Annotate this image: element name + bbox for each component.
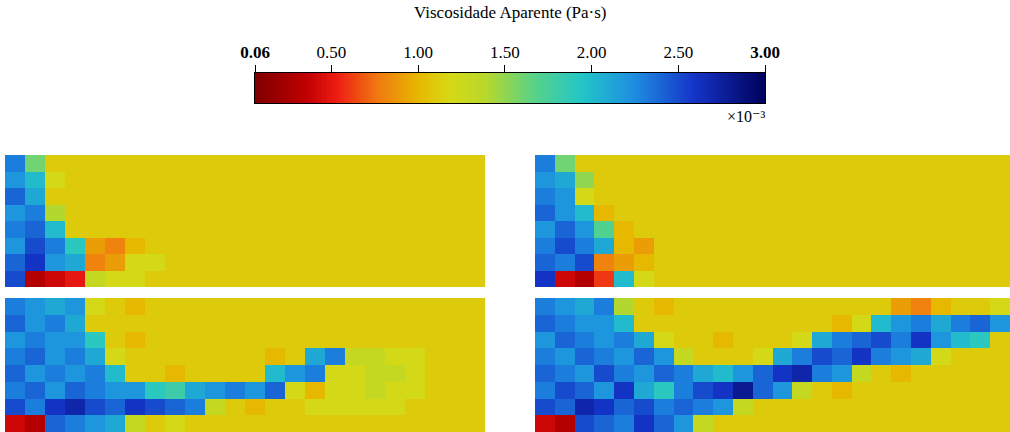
svg-text:0.50: 0.50 — [316, 43, 346, 62]
svg-text:1.00: 1.00 — [403, 43, 433, 62]
svg-text:3.00: 3.00 — [750, 43, 780, 62]
svg-text:1.50: 1.50 — [490, 43, 520, 62]
svg-text:2.50: 2.50 — [663, 43, 693, 62]
svg-text:Viscosidade Aparente (Pa·s): Viscosidade Aparente (Pa·s) — [414, 3, 607, 22]
svg-text:×10⁻³: ×10⁻³ — [727, 108, 765, 125]
svg-text:0.06: 0.06 — [240, 43, 270, 62]
svg-text:2.00: 2.00 — [577, 43, 607, 62]
